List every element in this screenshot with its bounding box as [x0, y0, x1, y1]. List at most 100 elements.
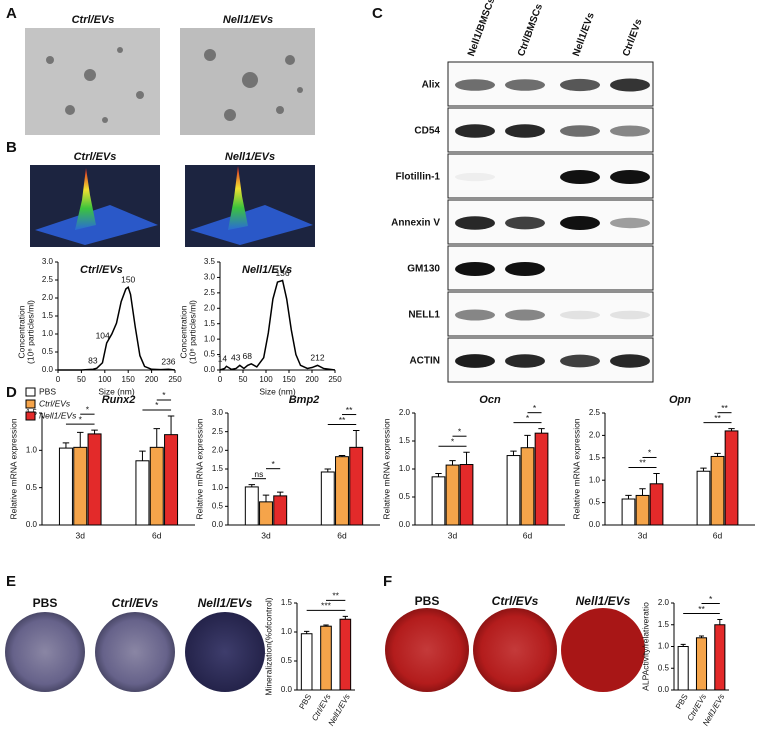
well-image: [95, 612, 175, 692]
x-tick-label: 0: [218, 375, 223, 384]
significance-label: **: [346, 405, 353, 415]
significance-label: **: [698, 604, 705, 614]
y-axis-label: Concentration: [16, 305, 26, 358]
x-tick-label: 0: [56, 375, 61, 384]
bar: [534, 432, 549, 526]
y-tick-label: 1.5: [212, 464, 224, 473]
panel-letter: A: [6, 5, 17, 22]
bar: [445, 464, 460, 526]
well-label: Nell1/EVs: [576, 594, 631, 608]
blot-band: [455, 124, 495, 138]
x-tick-label: PBS: [674, 693, 690, 711]
peak-label: 136: [275, 268, 289, 278]
bar: [696, 470, 711, 526]
y-tick-label: 0.0: [281, 685, 293, 694]
significance-label: ns: [254, 469, 263, 479]
y-tick-label: 2.0: [212, 445, 224, 454]
surface-plots: [30, 165, 315, 247]
y-tick-label: 0.0: [589, 520, 601, 529]
blot-band: [505, 262, 545, 276]
bar: [621, 498, 636, 526]
x-tick-label: PBS: [297, 693, 313, 711]
error-bar: [91, 429, 98, 434]
y-tick-label: 2.5: [42, 275, 54, 284]
error-bar: [153, 428, 161, 448]
x-tick-label: 250: [168, 375, 182, 384]
blot-band: [505, 216, 545, 230]
blot-band: [455, 172, 495, 182]
y-tick-label: 1.0: [281, 627, 293, 636]
significance-label: *: [458, 426, 462, 436]
bar: [320, 471, 335, 526]
protein-label: ACTIN: [409, 356, 440, 367]
y-tick-label: 0.5: [26, 483, 38, 492]
y-tick-label: 1.0: [399, 464, 411, 473]
y-tick-label: 2.0: [204, 303, 216, 312]
y-tick-label: 1.5: [42, 311, 54, 320]
y-tick-label: 1.0: [204, 334, 216, 343]
bar: [87, 433, 102, 526]
bar: [135, 460, 150, 526]
y-tick-label: 2.5: [204, 288, 216, 297]
y-tick-label: 1.5: [589, 453, 601, 462]
y-tick-label: 1.0: [26, 445, 38, 454]
blot-band: [505, 309, 545, 321]
error-bar: [625, 494, 632, 500]
y-tick-label: 3.5: [204, 257, 216, 266]
error-bar: [524, 434, 531, 448]
surface-plane: [35, 205, 158, 245]
y-tick-label: 2.5: [212, 427, 224, 436]
y-tick-label: 0.0: [399, 520, 411, 529]
y-tick-label: 3.0: [42, 257, 54, 266]
peak-label: 14: [218, 354, 228, 364]
significance-label: *: [271, 459, 275, 469]
blot-band: [455, 354, 495, 368]
y-tick-label: 1.0: [212, 483, 224, 492]
y-tick-label: 3.0: [212, 408, 224, 417]
error-bar: [323, 624, 329, 627]
bar: [73, 446, 88, 526]
peak-label: 43: [231, 353, 241, 363]
error-bar: [304, 630, 310, 634]
chart-title: Nell1/EVs: [242, 264, 292, 276]
blot-band: [560, 170, 600, 184]
y-axis-label: Relative mRNA expression: [381, 418, 391, 519]
x-tick-label: 3d: [76, 530, 86, 540]
bar: [320, 625, 332, 691]
significance-label: *: [451, 436, 455, 446]
well-image: [473, 608, 557, 692]
y-tick-label: 1.5: [399, 436, 411, 445]
blot-band: [560, 310, 600, 320]
blot-band: [560, 78, 600, 92]
bar: [677, 646, 689, 691]
bar: [273, 495, 288, 526]
bar: [520, 447, 535, 526]
x-tick-label: 6d: [152, 530, 162, 540]
error-bar: [62, 442, 70, 449]
protein-label: CD54: [414, 126, 440, 137]
y-tick-label: 2.0: [42, 293, 54, 302]
error-bar: [276, 491, 284, 496]
blot-band: [505, 124, 545, 138]
error-bar: [262, 494, 270, 502]
lane-label: Ctrl/EVs: [621, 17, 645, 58]
x-tick-label: 50: [239, 375, 248, 384]
well-image: [185, 612, 265, 692]
well-label: Ctrl/EVs: [112, 596, 159, 610]
error-bar: [167, 415, 175, 435]
error-bar: [538, 428, 545, 434]
x-tick-label: 6d: [713, 530, 723, 540]
bar: [164, 434, 179, 526]
y-axis-label: Relative mRNA expression: [571, 418, 581, 519]
peak-label: 236: [161, 357, 175, 367]
bar: [259, 501, 273, 526]
y-tick-label: 1.5: [658, 620, 670, 629]
blot-band: [505, 354, 545, 368]
bar: [724, 430, 739, 526]
x-tick-label: 3d: [261, 530, 271, 540]
blot-band: [610, 310, 650, 320]
error-bar: [139, 450, 146, 461]
y-tick-label: 0.5: [589, 498, 601, 507]
legend-label: Nell1/EVs: [39, 410, 77, 420]
